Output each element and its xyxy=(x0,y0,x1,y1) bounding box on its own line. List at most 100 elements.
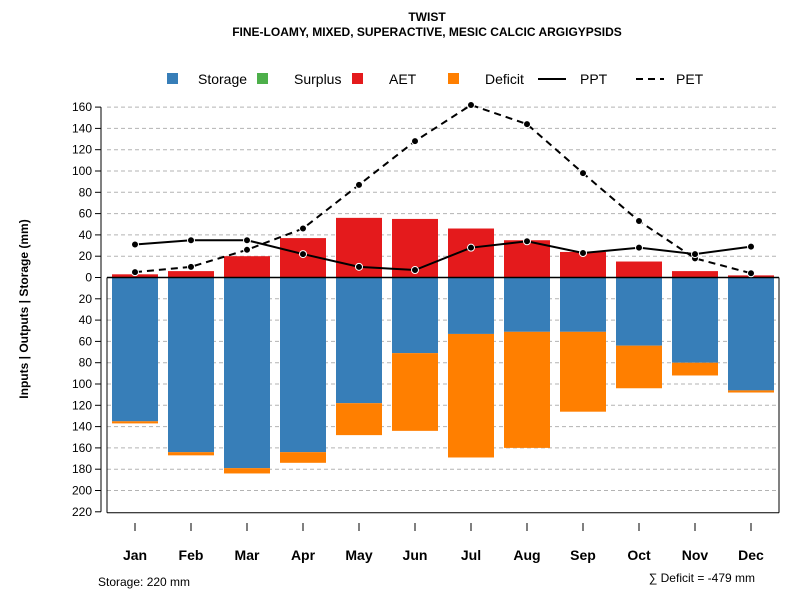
y-tick-label: 160 xyxy=(72,441,92,455)
y-tick-label: 60 xyxy=(79,207,93,221)
ppt-point xyxy=(131,240,139,249)
x-tick-label: Feb xyxy=(179,547,204,563)
y-tick-label: 20 xyxy=(79,249,93,263)
grid-lines xyxy=(107,106,779,491)
pet-point xyxy=(747,269,755,278)
bars xyxy=(112,217,774,474)
pet-point xyxy=(411,137,419,146)
deficit-bar xyxy=(560,331,606,412)
ppt-point xyxy=(523,237,531,246)
chart-subtitle: FINE-LOAMY, MIXED, SUPERACTIVE, MESIC CA… xyxy=(232,25,622,39)
pet-point xyxy=(467,100,475,109)
deficit-bar xyxy=(616,345,662,389)
ppt-point xyxy=(747,242,755,251)
pet-point xyxy=(579,169,587,178)
storage-bar xyxy=(448,277,494,334)
legend-label-storage: Storage xyxy=(198,71,247,87)
y-tick-label: 140 xyxy=(72,420,92,434)
legend-label-deficit: Deficit xyxy=(485,71,524,87)
aet-bar xyxy=(224,256,270,278)
pet-point xyxy=(299,224,307,233)
aet-bar xyxy=(616,261,662,278)
x-tick-label: Sep xyxy=(570,547,596,563)
deficit-bar xyxy=(168,452,214,456)
storage-bar xyxy=(224,277,270,469)
legend-label-ppt: PPT xyxy=(580,71,608,87)
legend-label-surplus: Surplus xyxy=(294,71,341,87)
ppt-point xyxy=(299,250,307,259)
storage-bar xyxy=(336,277,382,404)
storage-note: Storage: 220 mm xyxy=(98,575,190,589)
y-tick-label: 0 xyxy=(85,271,92,285)
legend-label-pet: PET xyxy=(676,71,704,87)
storage-bar xyxy=(168,277,214,453)
legend: Storage Surplus AET Deficit PPT PET xyxy=(167,71,704,87)
deficit-bar xyxy=(672,362,718,376)
legend-swatch-storage xyxy=(167,73,178,84)
storage-bar xyxy=(504,277,550,332)
storage-bar xyxy=(616,277,662,346)
y-tick-label: 140 xyxy=(72,121,92,135)
pet-point xyxy=(523,120,531,129)
aet-bar xyxy=(504,240,550,278)
deficit-bar xyxy=(112,421,158,424)
x-tick-label: Dec xyxy=(738,547,764,563)
ppt-point xyxy=(691,250,699,259)
y-tick-label: 60 xyxy=(79,334,93,348)
deficit-bar xyxy=(392,353,438,431)
deficit-bar xyxy=(336,403,382,436)
y-tick-label: 20 xyxy=(79,292,93,306)
x-tick-label: Jan xyxy=(123,547,147,563)
y-tick-label: 80 xyxy=(79,356,93,370)
x-tick-label: Nov xyxy=(682,547,709,563)
ppt-point xyxy=(411,266,419,275)
y-axis-label: Inputs | Outputs | Storage (mm) xyxy=(17,219,31,398)
y-tick-label: 80 xyxy=(79,185,93,199)
pet-line xyxy=(134,103,752,275)
x-tick-label: May xyxy=(345,547,372,563)
pet-point xyxy=(131,268,139,277)
x-tick-label: Jul xyxy=(461,547,481,563)
deficit-bar xyxy=(728,390,774,393)
axes: 1601401201008060402002040608010012014016… xyxy=(72,100,780,563)
pet-point xyxy=(635,217,643,226)
ppt-point xyxy=(243,236,251,245)
ppt-point xyxy=(355,262,363,271)
x-tick-label: Aug xyxy=(513,547,540,563)
storage-bar xyxy=(672,277,718,363)
chart-title: TWIST xyxy=(408,10,446,24)
x-tick-label: Mar xyxy=(235,547,260,563)
deficit-bar xyxy=(448,333,494,458)
ppt-point xyxy=(635,243,643,252)
storage-bar xyxy=(560,277,606,332)
y-tick-label: 180 xyxy=(72,462,92,476)
y-tick-label: 40 xyxy=(79,313,93,327)
storage-bar xyxy=(280,277,326,453)
x-tick-label: Jun xyxy=(403,547,428,563)
x-tick-label: Apr xyxy=(291,547,316,563)
storage-bar xyxy=(112,277,158,422)
ppt-point xyxy=(187,236,195,245)
ppt-line xyxy=(134,239,752,272)
deficit-note: ∑ Deficit = -479 mm xyxy=(649,571,755,585)
storage-bar xyxy=(392,277,438,354)
ppt-point xyxy=(579,249,587,258)
y-tick-label: 160 xyxy=(72,100,92,114)
aet-bar xyxy=(448,228,494,278)
pet-point xyxy=(355,180,363,189)
aet-bar xyxy=(168,271,214,278)
y-tick-label: 100 xyxy=(72,377,92,391)
series-lines xyxy=(131,100,755,278)
legend-swatch-deficit xyxy=(448,73,459,84)
y-tick-label: 120 xyxy=(72,398,92,412)
storage-bar xyxy=(728,277,774,391)
deficit-bar xyxy=(280,452,326,463)
aet-bar xyxy=(672,271,718,278)
deficit-bar xyxy=(224,468,270,474)
y-tick-label: 120 xyxy=(72,143,92,157)
legend-swatch-surplus xyxy=(257,73,268,84)
pet-point xyxy=(243,245,251,254)
y-tick-label: 220 xyxy=(72,505,92,519)
y-tick-label: 200 xyxy=(72,484,92,498)
